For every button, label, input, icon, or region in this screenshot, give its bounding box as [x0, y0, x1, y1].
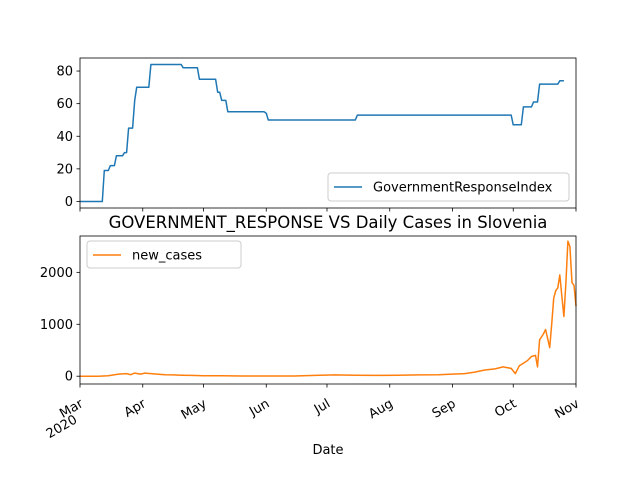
top-x-ticks — [79, 208, 577, 212]
top-y-tick-label: 20 — [56, 162, 73, 177]
bottom-axes-frame — [79, 235, 577, 385]
bottom-legend: new_cases — [86, 240, 242, 269]
top-y-ticks: 0 20 40 60 80 — [56, 65, 80, 210]
chart-title: GOVERNMENT_RESPONSE VS Daily Cases in Sl… — [109, 213, 548, 233]
bottom-legend-box — [86, 240, 242, 269]
top-legend: GovernmentResponseIndex — [327, 172, 570, 202]
top-plot — [80, 63, 564, 203]
bottom-y-tick-label: 0 — [65, 370, 73, 385]
top-y-tick-label: 60 — [56, 97, 73, 112]
bottom-y-ticks: 0 1000 2000 — [40, 266, 80, 385]
x-axis-label: Date — [312, 443, 343, 458]
top-y-tick-label: 0 — [65, 195, 73, 210]
top-y-tick-label: 40 — [56, 130, 73, 145]
bottom-series-line-0 — [80, 240, 577, 377]
bottom-y-tick-label: 1000 — [40, 318, 73, 333]
top-axes-frame — [79, 57, 577, 209]
bottom-legend-label: new_cases — [132, 249, 202, 264]
top-legend-box — [327, 172, 570, 202]
x-tick-label: Jul — [311, 396, 333, 417]
top-y-tick-label: 80 — [56, 65, 73, 80]
top-legend-label: GovernmentResponseIndex — [373, 181, 553, 196]
bottom-plot — [80, 240, 577, 377]
bottom-y-tick-label: 2000 — [40, 266, 73, 281]
top-series-line-0 — [80, 63, 564, 203]
